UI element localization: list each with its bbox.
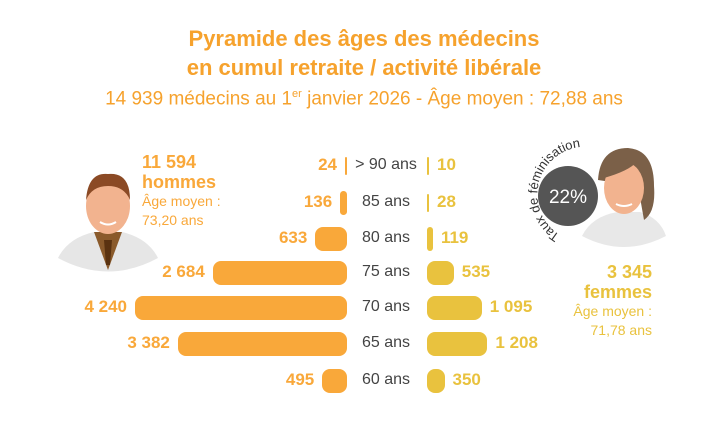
age-label: 80 ans xyxy=(361,229,411,246)
age-label: 60 ans xyxy=(361,371,411,388)
men-count: 11 594 xyxy=(142,152,197,172)
men-value: 24 xyxy=(318,155,337,174)
women-value: 10 xyxy=(437,155,456,174)
men-summary: 11 594 hommes Âge moyen : 73,20 ans xyxy=(142,152,221,230)
men-bar xyxy=(177,332,347,356)
men-value: 633 xyxy=(278,228,308,247)
women-bar xyxy=(427,157,429,175)
women-bar xyxy=(427,369,445,393)
women-label: femmes xyxy=(583,282,652,302)
women-avg: 71,78 ans xyxy=(590,322,653,338)
age-label: 75 ans xyxy=(361,263,411,280)
age-label: 85 ans xyxy=(361,193,411,210)
women-bar xyxy=(427,227,433,251)
men-label: hommes xyxy=(142,172,217,192)
men-bar xyxy=(340,191,347,215)
men-value: 136 xyxy=(303,192,333,211)
men-avg: 73,20 ans xyxy=(142,212,204,228)
age-label: 65 ans xyxy=(361,334,411,351)
men-bar xyxy=(322,369,347,393)
men-avg-label: Âge moyen : xyxy=(142,193,221,209)
women-bar xyxy=(427,332,488,356)
women-value: 350 xyxy=(452,370,481,389)
female-doctor-icon xyxy=(582,148,666,247)
men-bar xyxy=(315,227,347,251)
subtitle: 14 939 médecins au 1er janvier 2026 - Âg… xyxy=(105,88,623,110)
women-bar xyxy=(427,296,482,320)
age-label: > 90 ans xyxy=(355,156,417,173)
title-line2: en cumul retraite / activité libérale xyxy=(186,55,542,80)
men-value: 495 xyxy=(285,370,315,389)
women-value: 1 208 xyxy=(495,333,538,352)
title-line1: Pyramide des âges des médecins xyxy=(188,26,540,51)
women-summary: 3 345 femmes Âge moyen : 71,78 ans xyxy=(573,262,652,340)
women-value: 28 xyxy=(437,192,456,211)
men-value: 4 240 xyxy=(84,297,127,316)
women-bar xyxy=(427,194,429,212)
women-value: 1 095 xyxy=(489,297,533,316)
men-bar xyxy=(212,261,347,285)
men-value: 3 382 xyxy=(127,333,170,352)
men-bar xyxy=(135,296,347,320)
feminisation-badge: 22% Taux de féminisation xyxy=(525,140,666,247)
women-avg-label: Âge moyen : xyxy=(573,303,652,319)
age-label: 70 ans xyxy=(361,298,411,315)
men-value: 2 684 xyxy=(162,262,205,281)
women-count: 3 345 xyxy=(606,262,652,282)
feminisation-value: 22% xyxy=(549,187,587,208)
women-bar xyxy=(427,261,454,285)
women-value: 535 xyxy=(461,262,491,281)
male-doctor-icon xyxy=(58,173,158,272)
men-bar xyxy=(345,157,347,175)
women-value: 119 xyxy=(440,228,469,247)
